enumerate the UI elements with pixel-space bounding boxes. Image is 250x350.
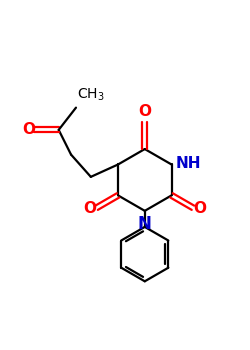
Text: NH: NH <box>176 156 202 171</box>
Text: O: O <box>194 201 207 216</box>
Text: O: O <box>22 122 35 138</box>
Text: O: O <box>138 104 151 119</box>
Text: N: N <box>138 215 152 233</box>
Text: O: O <box>83 201 96 216</box>
Text: CH$_3$: CH$_3$ <box>77 87 105 103</box>
